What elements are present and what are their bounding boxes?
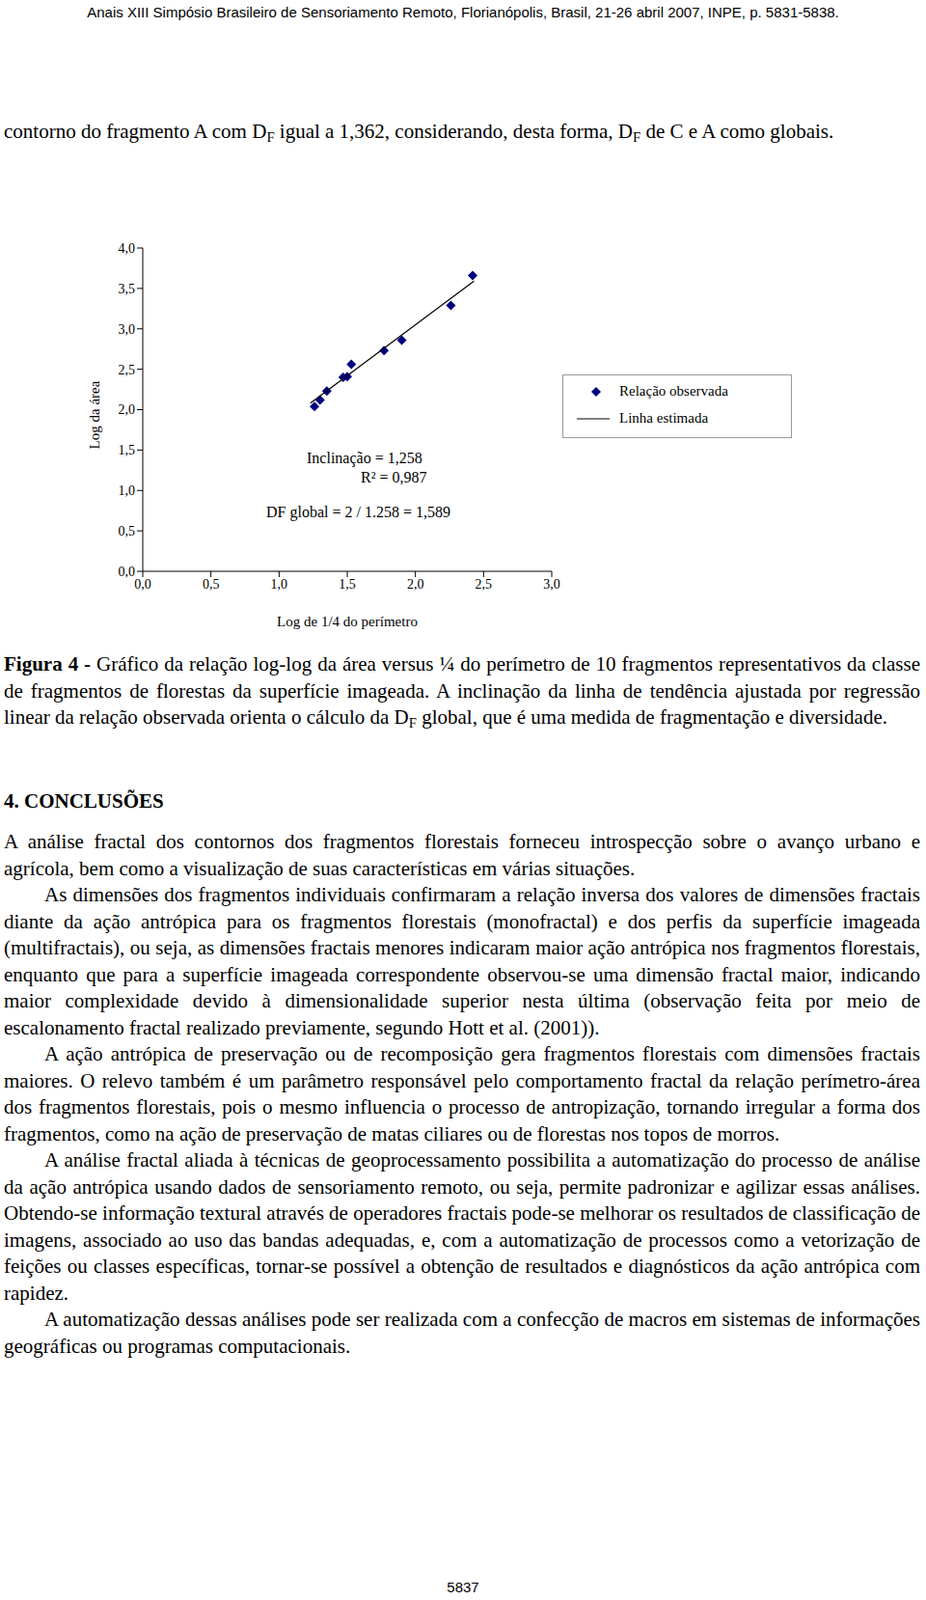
svg-text:3,0: 3,0	[118, 322, 137, 337]
svg-text:2,0: 2,0	[118, 402, 137, 417]
svg-text:1,5: 1,5	[338, 576, 356, 592]
html-text:A análise fractal dos contorno: A análise fractal dos contornos dos frag…	[3, 829, 921, 880]
html-text:Linha estimada: Linha estimada	[619, 409, 709, 426]
html-text:As dimensões dos fragmentos in: As dimensões dos fragmentos individuais …	[3, 882, 921, 1039]
html-text:Anais XIII Simpósio Brasileiro: Anais XIII Simpósio Brasileiro de Sensor…	[87, 3, 839, 21]
html-text:Log de 1/4 do perímetro: Log de 1/4 do perímetro	[276, 613, 418, 629]
svg-text:0,0: 0,0	[118, 564, 137, 579]
html-text:5837: 5837	[446, 1578, 480, 1595]
html-text:Relação observada: Relação observada	[619, 382, 729, 399]
html-text:A automatização dessas análise: A automatização dessas análises pode ser…	[3, 1307, 921, 1357]
svg-text:1,5: 1,5	[118, 442, 137, 458]
html-text:4. CONCLUSÕES: 4. CONCLUSÕES	[3, 789, 164, 813]
html-text:A ação antrópica de preservaçã: A ação antrópica de preservação ou de re…	[3, 1041, 921, 1145]
svg-text:3,5: 3,5	[118, 281, 137, 297]
svg-text:1,0: 1,0	[118, 483, 137, 498]
html-text:Figura 4 - Gráfico da relação: Figura 4 - Gráfico da relação log-log da…	[3, 652, 921, 730]
html-text:Inclinação = 1,258: Inclinação = 1,258	[306, 449, 423, 466]
html-text:A análise fractal aliada à téc: A análise fractal aliada à técnicas de g…	[3, 1147, 921, 1304]
svg-text:1,0: 1,0	[271, 576, 289, 592]
svg-text:0,0: 0,0	[134, 576, 152, 592]
svg-text:0,5: 0,5	[202, 576, 220, 592]
svg-text:2,5: 2,5	[118, 362, 137, 378]
svg-text:0,5: 0,5	[118, 523, 137, 539]
html-text:Log da área: Log da área	[86, 380, 103, 449]
svg-text:3,0: 3,0	[543, 576, 561, 592]
html-text:contorno do fragmento A com DF: contorno do fragmento A com DFigual a 1,…	[3, 119, 834, 145]
html-text:R² = 0,987: R² = 0,987	[360, 468, 427, 486]
svg-text:2,0: 2,0	[407, 576, 425, 592]
svg-text:4,0: 4,0	[118, 241, 137, 256]
html-text:DF global = 2 / 1.258 = 1,589: DF global = 2 / 1.258 = 1,589	[266, 503, 451, 520]
svg-text:2,5: 2,5	[475, 576, 493, 592]
